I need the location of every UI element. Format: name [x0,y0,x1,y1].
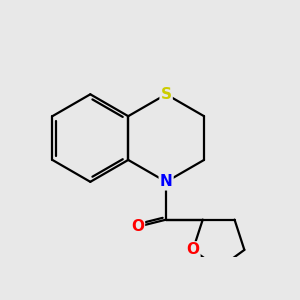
Text: S: S [160,87,172,102]
Text: N: N [160,174,172,189]
Text: O: O [131,219,144,234]
Text: O: O [186,242,200,257]
